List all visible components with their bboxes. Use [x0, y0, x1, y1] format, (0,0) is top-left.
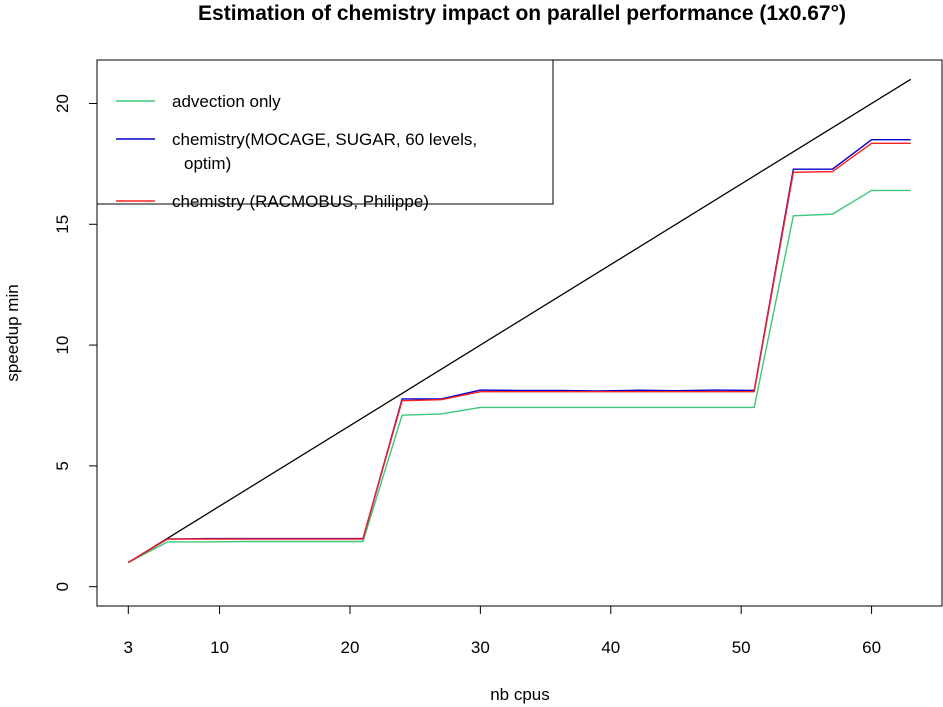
y-tick-label: 20 [53, 94, 72, 113]
series-line-1 [127, 189, 911, 564]
reference-line [127, 78, 912, 564]
plot-lines [127, 78, 912, 564]
y-axis-label: speedup min [3, 284, 22, 381]
x-tick-label: 50 [732, 638, 751, 657]
legend-label-2: chemistry(MOCAGE, SUGAR, 60 levels, [172, 130, 477, 149]
x-axis: 3 10 20 30 40 50 60 [124, 606, 881, 657]
x-tick-label: 10 [210, 638, 229, 657]
legend: advection only chemistry(MOCAGE, SUGAR, 6… [96, 59, 554, 211]
x-axis-label: nb cpus [490, 685, 550, 704]
y-axis: 0 5 10 15 20 [53, 94, 97, 591]
legend-label-2: optim) [184, 154, 231, 173]
chart-title: Estimation of chemistry impact on parall… [198, 2, 846, 25]
legend-label-3: chemistry (RACMOBUS, Philippe) [172, 192, 429, 211]
x-tick-label: 30 [471, 638, 490, 657]
y-tick-label: 10 [53, 336, 72, 355]
y-tick-label: 15 [53, 215, 72, 234]
legend-label-1: advection only [172, 92, 281, 111]
x-tick-label: 40 [601, 638, 620, 657]
x-tick-label: 20 [341, 638, 360, 657]
y-tick-label: 0 [53, 582, 72, 591]
x-tick-label: 3 [124, 638, 133, 657]
x-tick-label: 60 [862, 638, 881, 657]
y-tick-label: 5 [53, 461, 72, 470]
legend-box [96, 59, 554, 205]
series-line-3 [127, 142, 911, 564]
